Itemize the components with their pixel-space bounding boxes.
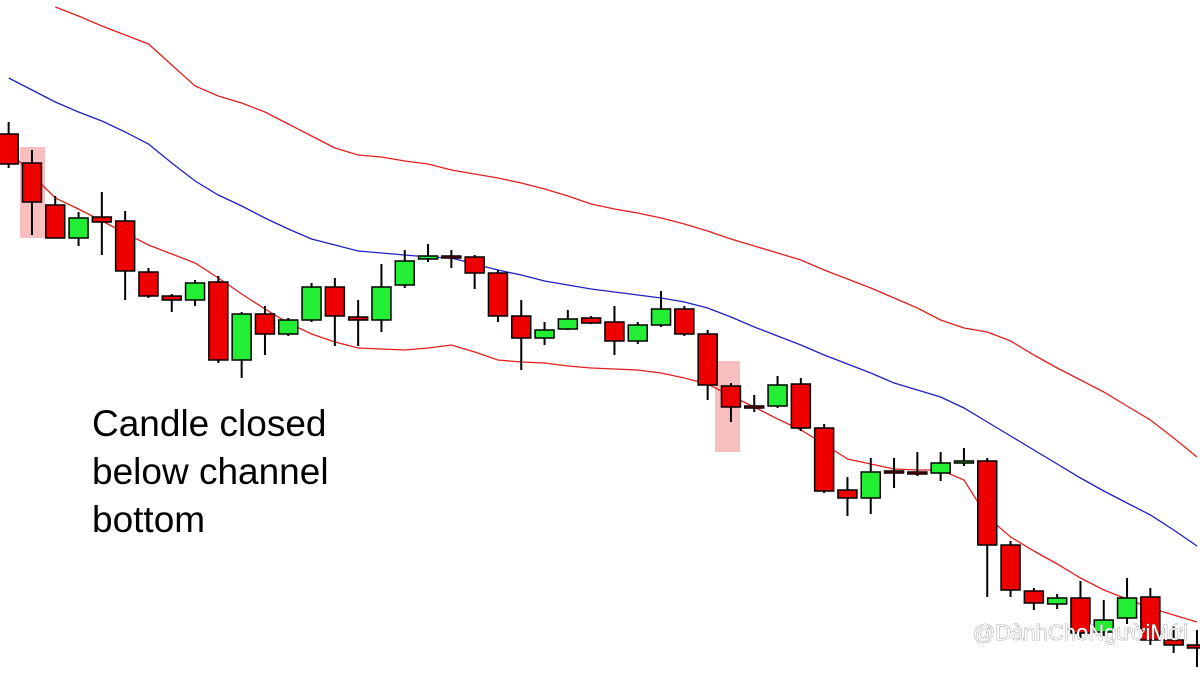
candle-body (1023, 590, 1045, 604)
candle-body (184, 282, 206, 301)
candle-body (720, 385, 742, 408)
channel-line (55, 6, 1198, 458)
candle-body (1163, 639, 1184, 646)
candle-body (21, 162, 43, 203)
candle-body (627, 324, 648, 342)
candle-body (1186, 644, 1200, 649)
candle-body (604, 321, 625, 342)
candle-body (394, 260, 415, 286)
candle-body (977, 460, 998, 546)
candle-body (650, 308, 672, 326)
candle-body (91, 216, 113, 223)
candle-body (907, 471, 928, 475)
channel-line (8, 149, 1198, 623)
candle-body (697, 333, 718, 386)
candle-body (860, 471, 881, 499)
candle-body (883, 470, 905, 474)
candle-body (231, 313, 252, 361)
candle-body (930, 462, 951, 474)
candle-body (953, 460, 975, 464)
candle-body (1093, 619, 1114, 633)
candle-body (511, 315, 532, 339)
candle-body (1070, 597, 1091, 634)
candle-body (674, 308, 695, 335)
candle-body (138, 271, 159, 297)
candle-body (837, 489, 858, 499)
candle-body (580, 317, 602, 324)
candle-body (254, 313, 276, 335)
candle-body (487, 272, 509, 317)
candles (0, 122, 1200, 667)
channel-line (8, 77, 1198, 547)
candle-body (114, 220, 136, 272)
candle-body (0, 133, 19, 165)
annotation-line: below channel (92, 451, 329, 492)
candle-body (464, 256, 485, 274)
candle-body (278, 319, 299, 335)
candle-body (441, 255, 462, 259)
channel-lines (8, 6, 1198, 623)
candle-body (161, 295, 182, 301)
candle-body (324, 286, 346, 317)
candle-body (371, 286, 392, 321)
candle-body (767, 384, 788, 407)
candle-body (534, 329, 555, 339)
annotation-line: Candle closed (92, 403, 326, 444)
annotation: Candle closed below channel bottom (92, 403, 329, 540)
candle-body (1046, 597, 1068, 605)
candle-body (790, 383, 812, 429)
annotation-line: bottom (92, 499, 205, 540)
candle-body (1140, 596, 1161, 641)
candle-body (557, 318, 579, 330)
candle-body (1000, 544, 1021, 591)
watermark: @DànhChoNgườiMới (973, 620, 1188, 645)
candle-body (68, 217, 89, 239)
candle-body (1116, 597, 1138, 619)
candle-body (813, 427, 835, 492)
candle-body (301, 286, 322, 321)
candle-body (45, 204, 66, 239)
candle-body (347, 316, 369, 321)
candle-body (744, 405, 765, 409)
candle-body (417, 255, 439, 260)
candle-body (208, 281, 229, 361)
